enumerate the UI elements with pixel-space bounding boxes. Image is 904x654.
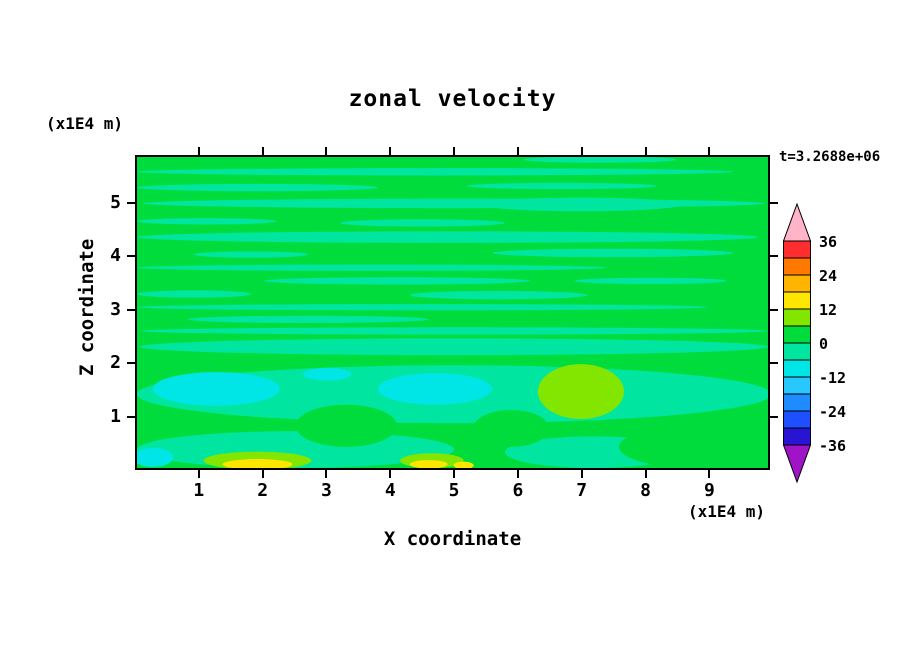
x-tick-mark — [580, 470, 583, 478]
x-tick-mark — [708, 147, 711, 155]
x-tick-mark — [453, 470, 456, 478]
y-tick-label: 1 — [110, 405, 121, 427]
colorbar-label: 24 — [819, 267, 838, 285]
x-tick-mark — [644, 147, 647, 155]
x-tick-mark — [261, 147, 264, 155]
colorbar-label: 12 — [819, 301, 838, 319]
y-tick-mark — [770, 362, 778, 365]
y-tick-label: 5 — [110, 192, 121, 214]
colorbar-label: 0 — [819, 335, 829, 353]
x-tick-label: 6 — [512, 480, 524, 501]
x-tick-mark — [389, 147, 392, 155]
x-tick-label: 5 — [448, 480, 460, 501]
y-tick-label: 2 — [110, 352, 121, 374]
x-axis-label: X coordinate — [383, 528, 522, 550]
x-tick-mark — [516, 147, 519, 155]
y-tick-mark — [127, 255, 135, 258]
x-axis-unit: (x1E4 m) — [688, 502, 766, 521]
colorbar-label: -12 — [819, 369, 847, 387]
x-tick-label: 2 — [257, 480, 269, 501]
x-tick-label: 7 — [576, 480, 588, 501]
colorbar-label: 36 — [819, 233, 838, 251]
y-tick-mark — [127, 415, 135, 418]
plot-title: zonal velocity — [348, 86, 557, 112]
x-tick-mark — [325, 147, 328, 155]
y-tick-mark — [770, 415, 778, 418]
colorbar-label: -36 — [819, 437, 847, 455]
contour-plot — [137, 157, 768, 468]
x-tick-label: 1 — [193, 480, 205, 501]
x-tick-label: 4 — [384, 480, 396, 501]
x-tick-label: 8 — [640, 480, 651, 501]
x-tick-mark — [197, 147, 200, 155]
y-tick-mark — [127, 202, 135, 205]
x-tick-mark — [453, 147, 456, 155]
y-tick-mark — [770, 308, 778, 311]
y-tick-label: 3 — [110, 298, 121, 320]
x-tick-mark — [325, 470, 328, 478]
x-tick-mark — [197, 470, 200, 478]
y-tick-mark — [770, 255, 778, 258]
x-tick-mark — [644, 470, 647, 478]
x-tick-label: 3 — [321, 480, 332, 501]
x-tick-mark — [580, 147, 583, 155]
time-annotation: t=3.2688e+06 — [779, 149, 881, 165]
y-tick-mark — [127, 362, 135, 365]
x-tick-mark — [516, 470, 519, 478]
y-axis-unit: (x1E4 m) — [46, 114, 124, 133]
x-tick-mark — [389, 470, 392, 478]
x-tick-mark — [261, 470, 264, 478]
x-tick-label: 9 — [703, 480, 715, 501]
y-tick-mark — [127, 308, 135, 311]
plot-frame — [135, 155, 770, 470]
y-tick-label: 4 — [110, 245, 121, 267]
y-tick-mark — [770, 202, 778, 205]
x-tick-mark — [708, 470, 711, 478]
colorbar — [782, 202, 812, 487]
colorbar-label: -24 — [819, 403, 847, 421]
